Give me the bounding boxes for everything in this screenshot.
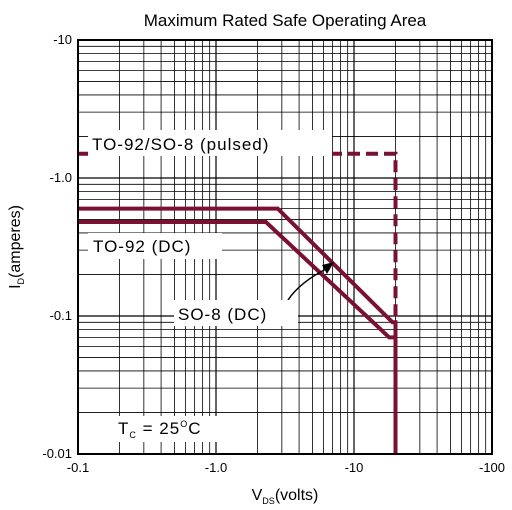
tc-eq: = 25 bbox=[137, 419, 180, 438]
so8-label: SO-8 (DC) bbox=[178, 305, 267, 324]
y-tick-label: -1.0 bbox=[50, 170, 72, 185]
to92-label: TO-92 (DC) bbox=[93, 237, 191, 256]
tc-sub: C bbox=[129, 430, 137, 440]
y-axis-label-main: I bbox=[7, 284, 24, 288]
y-axis-label: ID(amperes) bbox=[7, 205, 26, 289]
x-axis-label-rest: (volts) bbox=[275, 487, 319, 504]
series-line-0 bbox=[78, 151, 398, 454]
so8-arrow bbox=[287, 267, 329, 301]
y-axis-label-sub: D bbox=[16, 277, 26, 284]
series-line-2 bbox=[78, 220, 398, 454]
chart-title: Maximum Rated Safe Operating Area bbox=[144, 11, 427, 30]
tc-label-bg bbox=[112, 416, 222, 442]
y-tick-label: -0.1 bbox=[50, 308, 72, 323]
tc-label: TC = 25OC bbox=[118, 419, 201, 440]
y-tick-label: -10 bbox=[53, 32, 72, 47]
y-tick-label: -0.01 bbox=[42, 446, 72, 461]
to92-label-bg bbox=[88, 233, 222, 259]
y-tick-labels: -0.01 -0.1 -1.0 -10 bbox=[42, 32, 72, 461]
x-tick-label: -10 bbox=[345, 460, 364, 475]
plot-frame bbox=[77, 39, 493, 455]
x-axis-label-sub: DS bbox=[262, 496, 275, 506]
x-tick-label: -100 bbox=[479, 460, 505, 475]
series-group bbox=[78, 151, 398, 454]
tc-unit: C bbox=[188, 419, 201, 438]
x-axis-label: VDS(volts) bbox=[252, 487, 319, 506]
tc-sup: O bbox=[180, 419, 188, 429]
x-tick-label: -1.0 bbox=[205, 460, 227, 475]
tc-main: T bbox=[118, 419, 129, 438]
grid-lines bbox=[78, 40, 492, 454]
y-axis-label-rest: (amperes) bbox=[7, 205, 24, 278]
x-axis-label-main: V bbox=[252, 487, 263, 504]
x-tick-label: -0.1 bbox=[67, 460, 89, 475]
x-tick-labels: -0.1 -1.0 -10 -100 bbox=[67, 460, 505, 475]
pulsed-label: TO-92/SO-8 (pulsed) bbox=[92, 135, 269, 154]
so8-label-bg bbox=[174, 300, 298, 326]
so8-arrowhead bbox=[322, 262, 334, 274]
pulsed-label-bg bbox=[88, 130, 332, 156]
